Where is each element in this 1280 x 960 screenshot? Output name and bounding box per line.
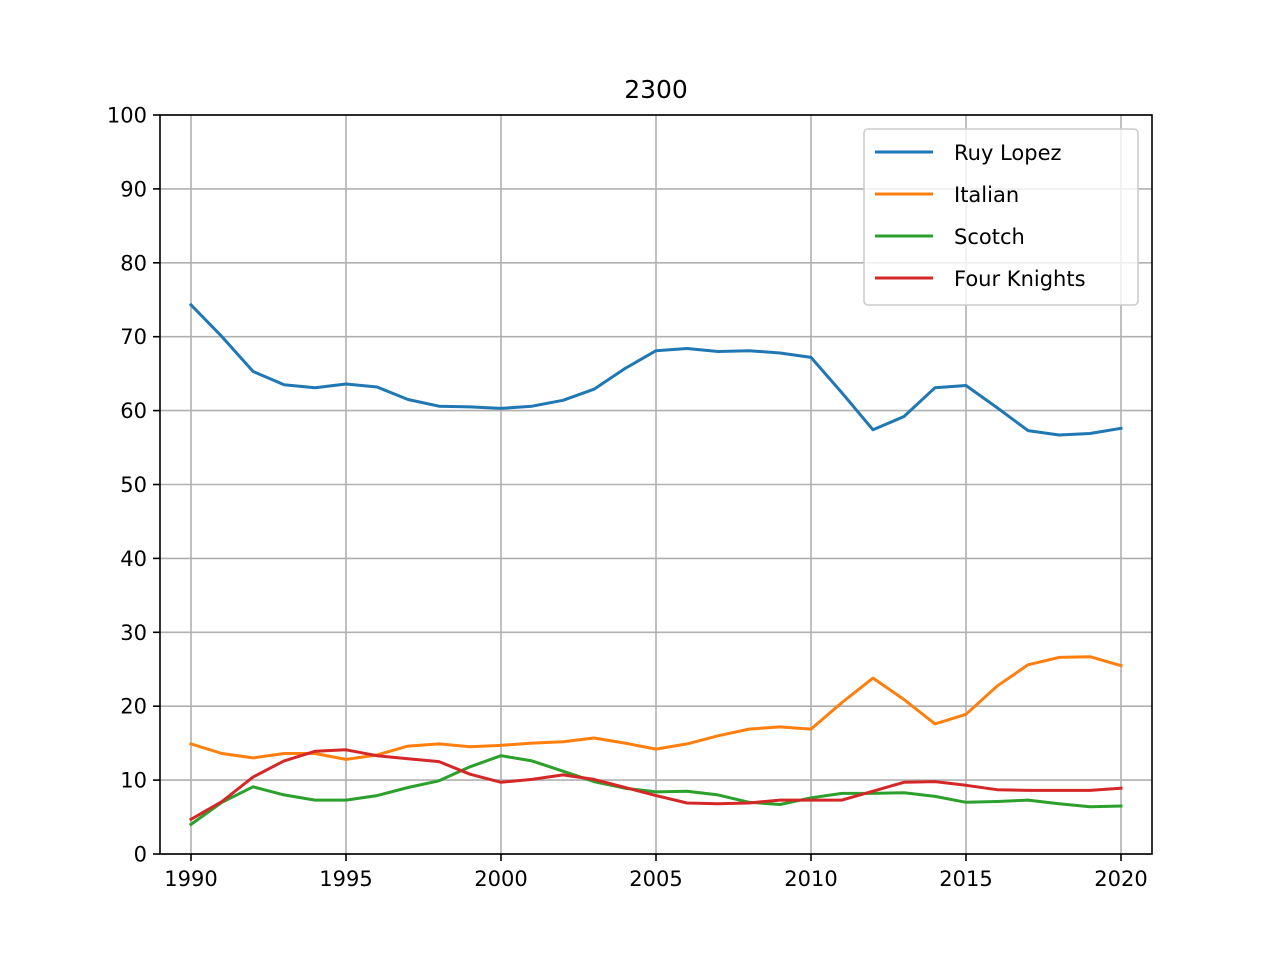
legend-label: Scotch: [954, 225, 1025, 249]
y-tick-label: 90: [120, 177, 147, 201]
legend-label: Ruy Lopez: [954, 141, 1062, 165]
y-tick-label: 80: [120, 251, 147, 275]
y-tick-label: 0: [134, 843, 147, 867]
x-tick-label: 1995: [319, 867, 372, 891]
x-tick-label: 2005: [629, 867, 682, 891]
y-tick-label: 70: [120, 325, 147, 349]
series-line-italian: [189, 655, 1123, 761]
series-lines: [188, 302, 1123, 827]
y-tick-label: 100: [107, 104, 147, 128]
x-tick-label: 1990: [164, 867, 217, 891]
series-line-four-knights: [188, 748, 1123, 822]
series-line-ruy-lopez: [188, 302, 1123, 437]
legend-box: [863, 128, 1139, 306]
y-tick-label: 20: [120, 695, 147, 719]
x-tick-label: 2000: [474, 867, 527, 891]
y-tick-label: 60: [120, 399, 147, 423]
axis-ticks: 1990 1995 2000 2005 2010 2015 2020 0 10 20 30 40 50 6…: [107, 104, 1148, 892]
y-tick-label: 10: [120, 769, 147, 793]
y-tick-label: 40: [120, 547, 147, 571]
x-tick-label: 2010: [784, 867, 837, 891]
chart-title: 2300: [624, 75, 688, 104]
y-tick-label: 30: [120, 621, 147, 645]
y-tick-label: 50: [120, 473, 147, 497]
x-tick-label: 2015: [939, 867, 992, 891]
legend: Ruy Lopez Italian Scotch Four Knights: [863, 128, 1139, 306]
x-tick-label: 2020: [1094, 867, 1147, 891]
legend-label: Italian: [954, 183, 1019, 207]
series-line-scotch: [188, 754, 1123, 827]
legend-label: Four Knights: [954, 267, 1086, 291]
